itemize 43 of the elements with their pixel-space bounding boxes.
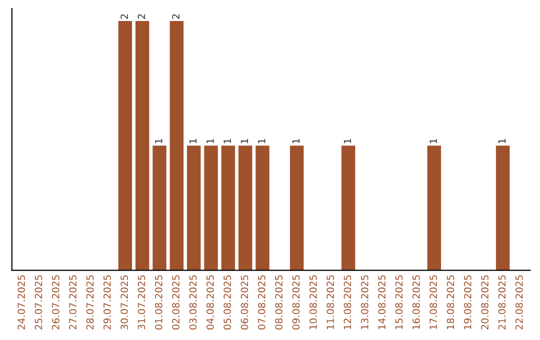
x-tick-label: 19.08.2025	[464, 275, 472, 330]
x-tick-label: 15.08.2025	[395, 275, 403, 330]
x-tick-label: 10.08.2025	[309, 275, 317, 330]
data-label: 2	[138, 14, 146, 19]
x-tick-label: 18.08.2025	[446, 275, 454, 330]
x-tick-label: 28.07.2025	[86, 275, 94, 330]
x-tick-label: 09.08.2025	[292, 275, 300, 330]
data-label: 1	[189, 138, 197, 144]
x-tick-label: 22.08.2025	[515, 275, 523, 330]
x-tick-label: 20.08.2025	[481, 275, 488, 330]
x-tick-label: 31.07.2025	[138, 275, 146, 330]
data-label: 1	[155, 138, 162, 144]
x-tick-label: 30.07.2025	[120, 275, 128, 330]
x-tick-label: 04.08.2025	[206, 275, 214, 330]
data-label: 1	[344, 138, 352, 144]
x-tick-label: 03.08.2025	[189, 275, 197, 330]
data-label: 1	[498, 138, 506, 144]
x-tick-label: 17.08.2025	[430, 275, 437, 330]
x-tick-label: 29.07.2025	[103, 275, 111, 330]
data-label: 2	[172, 14, 180, 19]
x-tick-label: 06.08.2025	[240, 275, 248, 330]
x-tick-label: 12.08.2025	[344, 275, 352, 330]
data-label: 1	[292, 138, 300, 144]
x-tick-label: 05.08.2025	[224, 275, 231, 330]
data-label: 2	[120, 14, 128, 19]
data-label: 1	[258, 138, 266, 144]
data-label: 1	[206, 138, 214, 144]
x-tick-label: 16.08.2025	[412, 275, 420, 330]
x-tick-label: 21.08.2025	[498, 275, 506, 330]
x-tick-label: 26.07.2025	[52, 275, 60, 330]
data-label: 1	[224, 138, 231, 144]
x-tick-label: 07.08.2025	[258, 275, 266, 330]
x-tick-label: 27.07.2025	[69, 275, 76, 330]
x-tick-label: 14.08.2025	[378, 275, 386, 330]
data-label: 1	[240, 138, 248, 144]
x-tick-label: 02.08.2025	[172, 275, 180, 330]
x-tick-label: 11.08.2025	[326, 275, 334, 330]
x-tick-label: 25.07.2025	[34, 275, 42, 330]
x-tick-label: 08.08.2025	[275, 275, 282, 330]
data-label: 1	[430, 138, 437, 144]
x-tick-label: 13.08.2025	[360, 275, 368, 330]
x-tick-label: 01.08.2025	[154, 275, 162, 330]
x-tick-label: 24.07.2025	[18, 275, 25, 330]
